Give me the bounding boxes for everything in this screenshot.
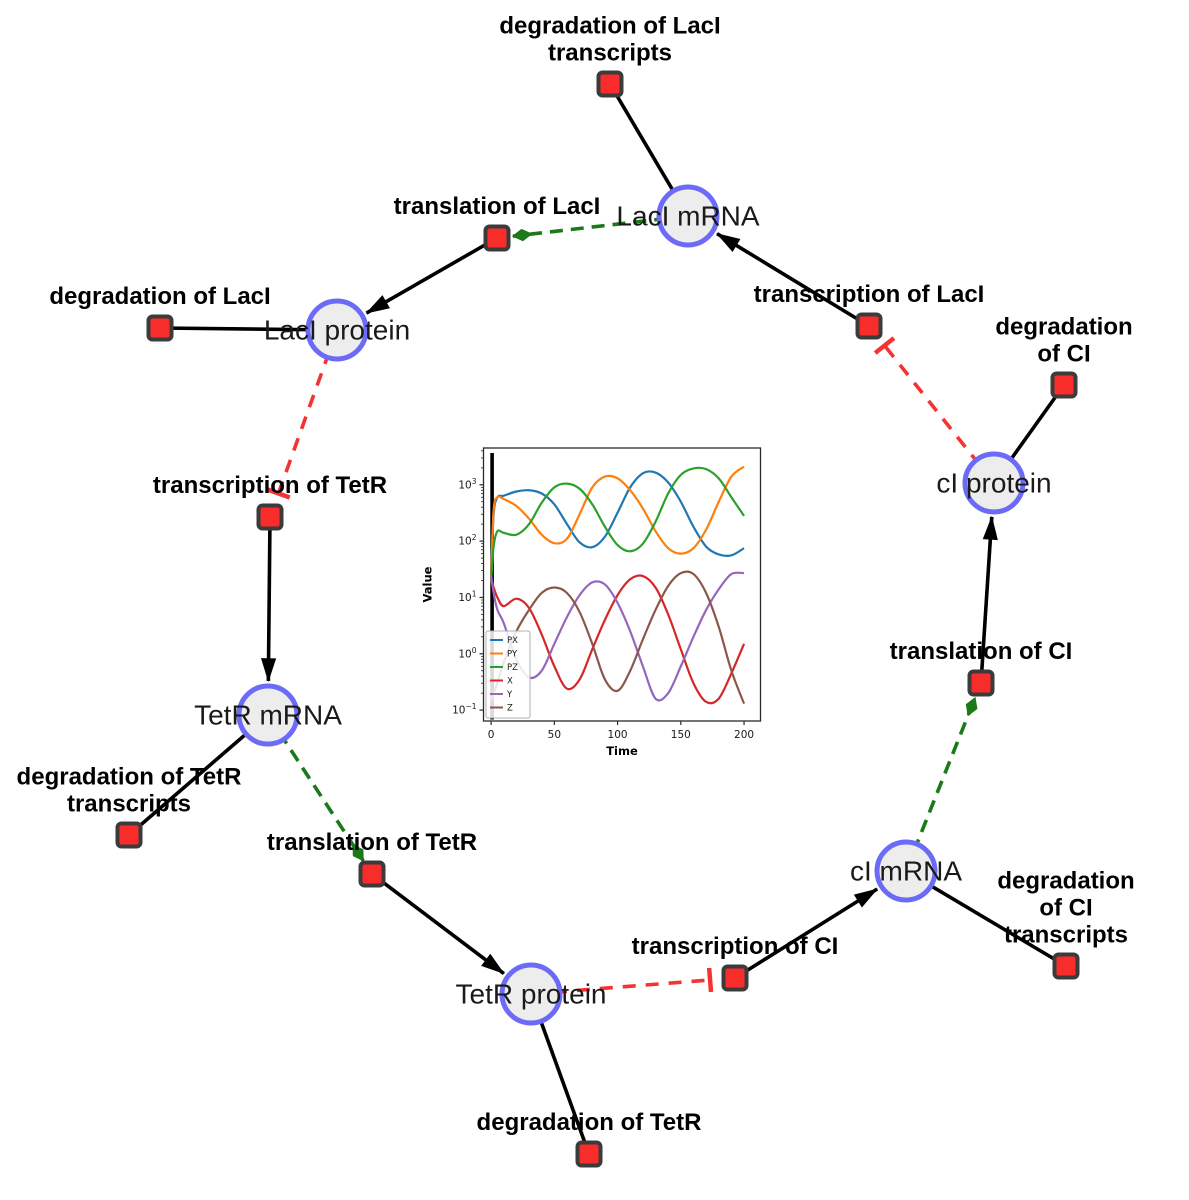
species-label-laci-protein: LacI protein (263, 314, 411, 345)
species-label-ci-mrna: cI mRNA (850, 855, 962, 886)
x-tick-label: 150 (671, 729, 691, 741)
species-label-laci-mrna: LacI mRNA (616, 200, 760, 231)
species-node-tetr-mrna[interactable]: TetR mRNA (194, 683, 342, 747)
x-tick-label: 200 (734, 729, 754, 741)
species-node-ci-mrna[interactable]: cI mRNA (850, 839, 962, 903)
legend-label-PY: PY (507, 650, 518, 660)
y-tick-label: 102 (458, 533, 476, 548)
series-group (489, 465, 746, 705)
x-tick-label: 0 (488, 729, 495, 741)
reaction-label-translation-of-laci: translation of LacI (393, 193, 601, 221)
legend-label-X: X (507, 677, 513, 687)
reaction-label-translation-of-tetr: translation of TetR (266, 829, 478, 857)
plot-background (483, 448, 761, 721)
species-node-tetr-protein[interactable]: TetR protein (456, 962, 606, 1026)
x-tick-label: 50 (548, 729, 561, 741)
edge-production-transl_laci-laci_protein (365, 236, 498, 315)
y-axis-label: Value (421, 566, 435, 602)
series-line-X (490, 574, 746, 705)
reaction-label-degradation-of-laci: degradation of LacI (49, 283, 271, 311)
reaction-node-degradation-of-ci[interactable] (1050, 371, 1078, 399)
species-node-ci-protein[interactable]: cI protein (936, 451, 1052, 515)
reaction-node-translation-of-tetr[interactable] (358, 860, 386, 888)
species-node-laci-protein[interactable]: LacI protein (264, 298, 410, 362)
reaction-node-degradation-of-tetr-transcripts[interactable] (115, 821, 143, 849)
axes-box (482, 447, 762, 722)
reaction-label-degradation-of-ci-transcripts: degradation of CI transcripts (997, 867, 1135, 949)
reaction-node-degradation-of-laci[interactable] (146, 314, 174, 342)
reaction-label-degradation-of-laci-transcripts: degradation of LacI transcripts (499, 12, 721, 67)
reaction-node-degradation-of-laci-transcripts[interactable] (596, 70, 624, 98)
x-axis-label: Time (606, 744, 638, 758)
reaction-label-degradation-of-tetr-transcripts: degradation of TetR transcripts (16, 763, 242, 818)
series-line-PZ (489, 466, 745, 581)
legend-label-Y: Y (506, 690, 513, 700)
reaction-label-transcription-of-laci: transcription of LacI (753, 281, 985, 309)
reaction-node-translation-of-ci[interactable] (967, 669, 995, 697)
reaction-node-transcription-of-laci[interactable] (855, 312, 883, 340)
y-tick-label: 103 (458, 477, 476, 492)
species-label-tetr-protein: TetR protein (455, 978, 607, 1009)
reaction-node-transcription-of-ci[interactable] (721, 964, 749, 992)
y-tick-label: 10−1 (452, 702, 477, 717)
series-line-Y (489, 571, 745, 702)
reaction-label-transcription-of-tetr: transcription of TetR (152, 472, 388, 500)
reaction-node-degradation-of-ci-transcripts[interactable] (1052, 952, 1080, 980)
y-tick-label: 101 (458, 589, 476, 604)
legend: PX PY PZ XYZ (485, 630, 531, 719)
x-tick-label: 100 (608, 729, 628, 741)
legend-label-PZ: PZ (507, 663, 518, 673)
reaction-node-degradation-of-tetr[interactable] (575, 1140, 603, 1168)
edge-production-txn_tetr-tetr_mrna (260, 516, 277, 683)
series-line-Z (490, 570, 746, 705)
species-label-tetr-mrna: TetR mRNA (194, 699, 342, 730)
reaction-label-transcription-of-ci: transcription of CI (631, 933, 839, 961)
reaction-label-translation-of-ci: translation of CI (889, 638, 1073, 666)
edge-production-txn_laci-laci_mrna (716, 232, 870, 328)
legend-label-PX: PX (507, 636, 518, 646)
series-line-PY (489, 465, 745, 581)
reaction-node-transcription-of-tetr[interactable] (256, 503, 284, 531)
series-line-PX (489, 470, 745, 576)
species-label-ci-protein: cI protein (936, 467, 1052, 498)
reaction-label-degradation-of-tetr: degradation of TetR (476, 1109, 702, 1137)
reaction-label-degradation-of-ci: degradation of CI (995, 313, 1133, 368)
species-node-laci-mrna[interactable]: LacI mRNA (616, 184, 760, 248)
edge-production-transl_tetr-tetr_protein (370, 872, 505, 975)
y-tick-label: 100 (458, 646, 476, 661)
legend-label-Z: Z (507, 704, 513, 714)
reaction-node-translation-of-laci[interactable] (483, 224, 511, 252)
